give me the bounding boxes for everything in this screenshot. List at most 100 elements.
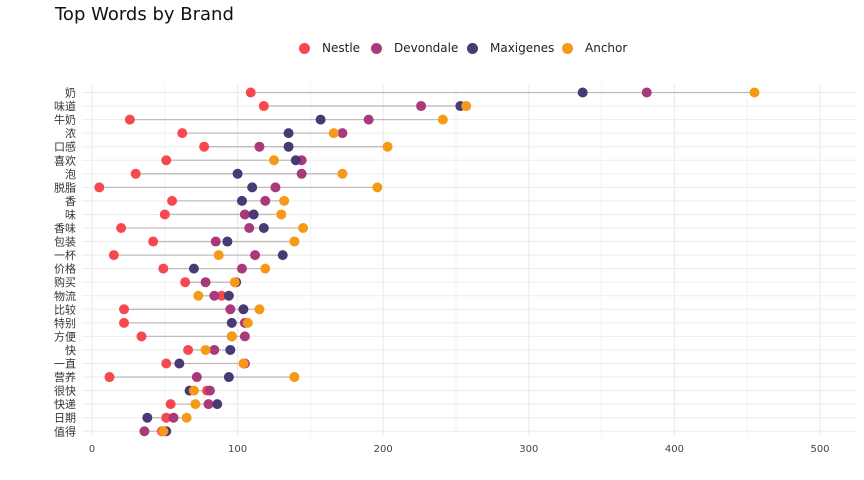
- y-category-label: 一杯: [54, 248, 76, 262]
- point-maxigenes: [174, 358, 185, 369]
- point-nestle: [116, 223, 127, 233]
- point-anchor: [158, 426, 169, 437]
- point-devondale: [270, 182, 281, 193]
- y-category-label: 喜欢: [54, 153, 76, 167]
- point-devondale: [337, 128, 348, 139]
- point-devondale: [363, 114, 374, 125]
- y-category-label: 味: [65, 208, 76, 221]
- point-anchor: [260, 263, 271, 274]
- y-category-label: 一直: [54, 357, 76, 371]
- point-anchor: [461, 101, 472, 112]
- point-devondale: [239, 209, 250, 220]
- point-anchor: [238, 358, 249, 369]
- point-nestle: [119, 304, 130, 315]
- point-anchor: [337, 168, 348, 179]
- point-maxigenes: [212, 399, 223, 410]
- point-anchor: [328, 128, 339, 139]
- legend-swatch-maxigenes: [467, 42, 478, 54]
- point-anchor: [382, 141, 393, 152]
- y-category-label: 口感: [54, 141, 76, 154]
- y-category-label: 香: [65, 195, 76, 208]
- point-anchor: [269, 155, 279, 166]
- legend-label-maxigenes: Maxigenes: [490, 41, 555, 55]
- point-maxigenes: [248, 209, 259, 220]
- x-tick-label: 200: [374, 444, 393, 455]
- point-maxigenes: [223, 290, 234, 301]
- point-anchor: [226, 331, 237, 342]
- point-nestle: [124, 114, 135, 125]
- point-nestle: [180, 277, 191, 288]
- y-category-label: 快递: [54, 397, 76, 411]
- point-nestle: [183, 344, 194, 355]
- y-category-label: 香味: [54, 222, 76, 235]
- point-devondale: [416, 101, 427, 112]
- point-nestle: [165, 399, 176, 410]
- legend-swatch-nestle: [299, 42, 310, 54]
- y-category-label: 比较: [54, 302, 76, 316]
- legend-item-maxigenes: Maxigenes: [467, 41, 554, 55]
- point-nestle: [108, 250, 119, 261]
- point-devondale: [200, 277, 211, 288]
- point-nestle: [161, 155, 172, 166]
- point-nestle: [148, 236, 159, 247]
- point-anchor: [200, 344, 211, 355]
- point-nestle: [94, 182, 105, 193]
- legend-label-devondale: Devondale: [394, 41, 459, 55]
- point-devondale: [210, 236, 221, 247]
- point-anchor: [254, 304, 265, 315]
- chart-title: Top Words by Brand: [55, 4, 234, 25]
- point-maxigenes: [283, 128, 294, 139]
- point-nestle: [136, 331, 147, 342]
- point-nestle: [104, 372, 115, 383]
- point-nestle: [177, 128, 188, 139]
- point-devondale: [641, 87, 652, 98]
- point-nestle: [158, 263, 169, 274]
- point-maxigenes: [188, 263, 199, 274]
- y-category-label: 味道: [54, 99, 76, 113]
- y-category-label: 脱脂: [54, 180, 76, 194]
- point-maxigenes: [225, 344, 236, 355]
- point-nestle: [245, 87, 256, 98]
- y-category-label: 牛奶: [54, 113, 76, 127]
- y-category-label: 值得: [54, 425, 76, 438]
- y-category-label: 特别: [54, 316, 76, 330]
- legend: Nestle Devondale Maxigenes Anchor: [0, 41, 864, 61]
- point-devondale: [168, 412, 179, 423]
- point-maxigenes: [222, 236, 233, 247]
- point-anchor: [289, 236, 300, 247]
- point-anchor: [279, 195, 290, 206]
- point-devondale: [250, 250, 261, 261]
- point-devondale: [209, 344, 220, 355]
- point-devondale: [204, 385, 215, 396]
- point-anchor: [276, 209, 287, 220]
- point-devondale: [203, 399, 214, 410]
- point-nestle: [161, 358, 172, 369]
- point-anchor: [298, 223, 309, 233]
- x-tick-label: 300: [519, 444, 538, 455]
- x-tick-label: 500: [810, 444, 829, 455]
- point-anchor: [289, 372, 300, 383]
- point-devondale: [244, 223, 255, 233]
- point-devondale: [260, 195, 271, 206]
- point-devondale: [296, 168, 307, 179]
- legend-item-nestle: Nestle: [299, 41, 360, 55]
- point-nestle: [258, 101, 269, 112]
- point-anchor: [190, 399, 201, 410]
- point-maxigenes: [142, 412, 153, 423]
- y-category-label: 物流: [54, 289, 76, 303]
- point-anchor: [188, 385, 199, 396]
- y-category-label: 奶: [65, 86, 76, 100]
- point-devondale: [139, 426, 150, 437]
- point-maxigenes: [236, 195, 247, 206]
- point-maxigenes: [315, 114, 326, 125]
- legend-label-anchor: Anchor: [585, 41, 628, 55]
- point-maxigenes: [247, 182, 258, 193]
- y-category-label: 营养: [54, 370, 76, 384]
- legend-swatch-devondale: [371, 42, 382, 54]
- point-nestle: [159, 209, 170, 220]
- point-devondale: [236, 263, 247, 274]
- point-maxigenes: [277, 250, 288, 261]
- point-maxigenes: [226, 317, 237, 328]
- point-maxigenes: [238, 304, 249, 315]
- legend-item-anchor: Anchor: [562, 41, 627, 55]
